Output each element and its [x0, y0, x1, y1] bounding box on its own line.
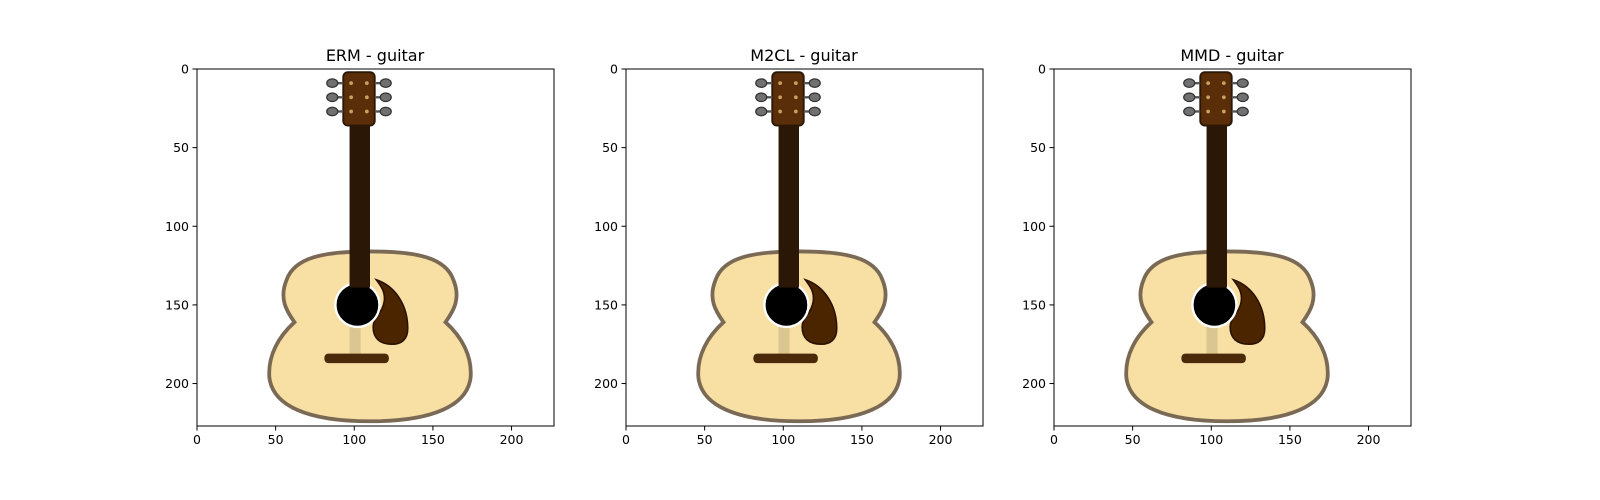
x-tick-label: 200 [929, 432, 953, 447]
x-axis-ticks: 0 50 100 150 200 [193, 426, 524, 447]
y-tick-label: 200 [165, 376, 189, 391]
x-tick-label: 0 [1050, 432, 1058, 447]
y-tick-label: 100 [594, 219, 618, 234]
x-tick-label: 150 [421, 432, 445, 447]
x-tick-label: 0 [193, 432, 201, 447]
y-tick-label: 0 [1038, 62, 1046, 77]
panel-title: M2CL - guitar [750, 46, 858, 65]
x-tick-label: 50 [697, 432, 713, 447]
y-axis-ticks: 0 50 100 150 200 [165, 62, 197, 391]
x-tick-label: 150 [1278, 432, 1302, 447]
x-axis-ticks: 0 50 100 150 200 [1050, 426, 1381, 447]
panel-title: ERM - guitar [326, 46, 425, 65]
x-tick-label: 50 [1125, 432, 1141, 447]
y-tick-label: 150 [594, 297, 618, 312]
panel-erm: ERM - guitar 0 50 100 150 200 0 50 100 150 200 [165, 46, 555, 447]
panel-title: MMD - guitar [1180, 46, 1284, 65]
x-tick-label: 0 [622, 432, 630, 447]
y-tick-label: 50 [1030, 140, 1046, 155]
x-tick-label: 200 [1357, 432, 1381, 447]
y-axis-ticks: 0 50 100 150 200 [594, 62, 626, 391]
y-tick-label: 150 [1022, 297, 1046, 312]
y-tick-label: 0 [181, 62, 189, 77]
x-tick-label: 50 [268, 432, 284, 447]
y-tick-label: 50 [173, 140, 189, 155]
y-tick-label: 50 [602, 140, 618, 155]
y-tick-label: 150 [165, 297, 189, 312]
y-axis-ticks: 0 50 100 150 200 [1022, 62, 1054, 391]
y-tick-label: 200 [1022, 376, 1046, 391]
x-tick-label: 100 [342, 432, 366, 447]
y-tick-label: 0 [610, 62, 618, 77]
x-tick-label: 100 [771, 432, 795, 447]
x-axis-ticks: 0 50 100 150 200 [622, 426, 953, 447]
x-tick-label: 100 [1199, 432, 1223, 447]
panel-m2cl: M2CL - guitar 0 50 100 150 200 0 50 100 150 200 [594, 46, 984, 447]
panel-mmd: MMD - guitar 0 50 100 150 200 0 50 100 150 200 [1022, 46, 1412, 447]
x-tick-label: 150 [850, 432, 874, 447]
y-tick-label: 100 [1022, 219, 1046, 234]
y-tick-label: 100 [165, 219, 189, 234]
x-tick-label: 200 [500, 432, 524, 447]
y-tick-label: 200 [594, 376, 618, 391]
